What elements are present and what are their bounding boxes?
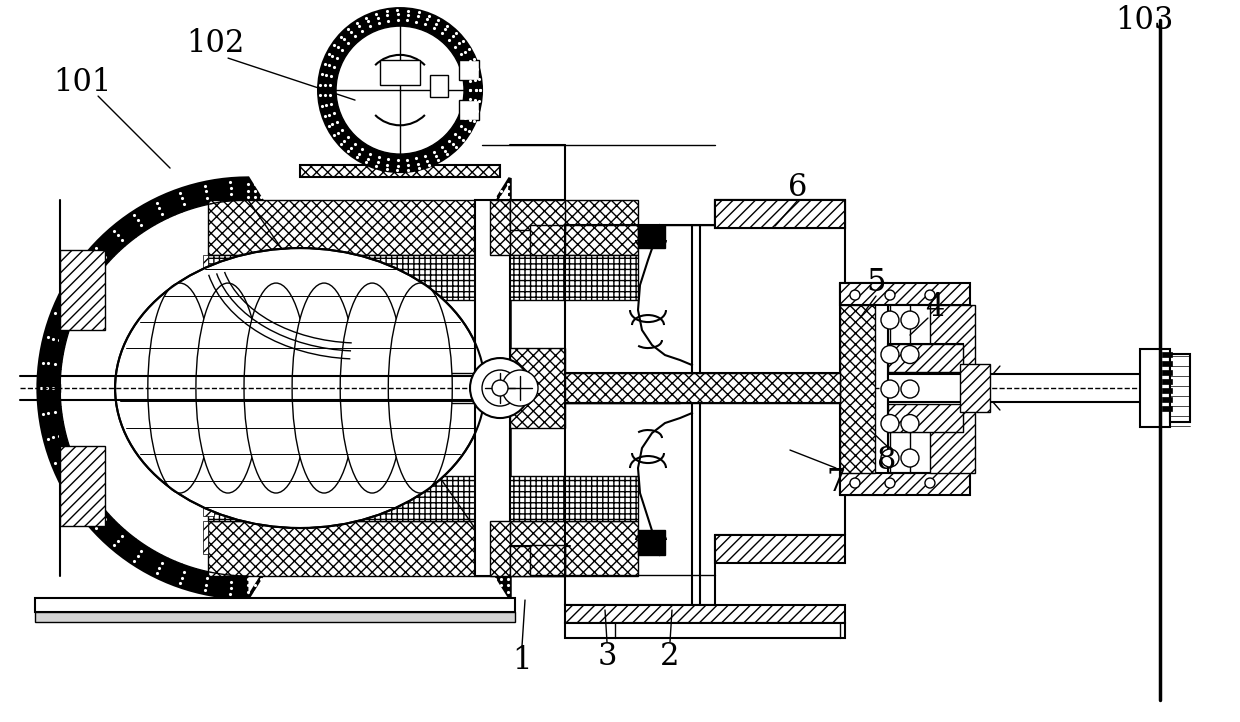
Bar: [1169, 354, 1190, 422]
Text: 3: 3: [598, 640, 616, 671]
Bar: [459, 60, 479, 80]
Text: 6: 6: [789, 172, 807, 203]
Bar: [300, 165, 500, 177]
Bar: [490, 521, 510, 576]
Circle shape: [885, 478, 895, 488]
Bar: [529, 225, 565, 255]
Circle shape: [317, 8, 482, 172]
Circle shape: [502, 370, 538, 406]
Bar: [565, 373, 839, 403]
Bar: [510, 200, 565, 230]
Circle shape: [901, 414, 919, 432]
Bar: [1162, 379, 1172, 384]
Bar: [1162, 352, 1172, 357]
Bar: [510, 348, 565, 428]
Circle shape: [925, 478, 935, 488]
Bar: [208, 476, 639, 521]
Text: 8: 8: [877, 445, 897, 476]
Text: 102: 102: [186, 27, 244, 58]
Bar: [430, 75, 448, 97]
Bar: [203, 483, 215, 516]
Bar: [290, 373, 680, 403]
Text: 4: 4: [925, 292, 945, 323]
Polygon shape: [300, 170, 500, 172]
Bar: [203, 369, 233, 402]
Bar: [1162, 361, 1172, 366]
Circle shape: [849, 478, 861, 488]
Bar: [529, 545, 565, 575]
Bar: [565, 605, 844, 623]
Polygon shape: [38, 178, 510, 598]
Circle shape: [901, 449, 919, 467]
Circle shape: [880, 346, 899, 364]
Bar: [1162, 406, 1172, 411]
Bar: [35, 612, 515, 622]
Bar: [60, 446, 105, 526]
Ellipse shape: [244, 283, 308, 493]
Circle shape: [336, 26, 464, 154]
Bar: [1162, 370, 1172, 375]
Bar: [715, 200, 844, 228]
Bar: [203, 445, 223, 478]
Bar: [203, 521, 208, 554]
Bar: [208, 521, 639, 576]
Ellipse shape: [148, 283, 212, 493]
Circle shape: [470, 358, 529, 418]
Text: 1: 1: [512, 645, 532, 676]
Bar: [475, 200, 510, 576]
Text: 7: 7: [826, 466, 846, 497]
Circle shape: [925, 290, 935, 300]
Circle shape: [880, 414, 899, 432]
Bar: [203, 331, 223, 365]
Bar: [715, 200, 844, 228]
Bar: [203, 407, 233, 440]
Bar: [490, 200, 510, 255]
Bar: [888, 344, 963, 372]
Bar: [1162, 388, 1172, 393]
Bar: [930, 305, 975, 473]
Circle shape: [482, 370, 518, 406]
Circle shape: [880, 311, 899, 329]
Polygon shape: [639, 530, 665, 555]
Polygon shape: [639, 225, 665, 248]
Bar: [459, 100, 479, 120]
Text: 101: 101: [53, 66, 112, 97]
Bar: [565, 623, 844, 638]
Bar: [60, 250, 105, 330]
Bar: [839, 283, 970, 305]
Ellipse shape: [196, 283, 260, 493]
Bar: [208, 255, 639, 300]
Bar: [888, 404, 963, 432]
Text: 103: 103: [1116, 4, 1174, 35]
Ellipse shape: [115, 248, 485, 528]
Bar: [839, 305, 875, 473]
Circle shape: [885, 290, 895, 300]
Bar: [960, 364, 990, 412]
Bar: [203, 255, 208, 288]
Ellipse shape: [293, 283, 356, 493]
Bar: [715, 535, 844, 563]
Circle shape: [880, 380, 899, 398]
Circle shape: [880, 449, 899, 467]
Bar: [510, 546, 565, 576]
Bar: [35, 598, 515, 612]
Polygon shape: [38, 178, 510, 598]
Ellipse shape: [340, 283, 404, 493]
Text: 5: 5: [867, 266, 885, 297]
Bar: [1140, 349, 1169, 427]
Polygon shape: [60, 200, 508, 576]
Bar: [379, 60, 420, 85]
Text: 2: 2: [660, 640, 680, 671]
Circle shape: [901, 380, 919, 398]
Bar: [203, 293, 215, 326]
Circle shape: [849, 290, 861, 300]
Circle shape: [901, 311, 919, 329]
Circle shape: [901, 346, 919, 364]
Bar: [208, 200, 639, 255]
Bar: [839, 473, 970, 495]
Ellipse shape: [388, 283, 453, 493]
Bar: [1162, 397, 1172, 402]
Bar: [888, 344, 963, 432]
Circle shape: [492, 380, 508, 396]
